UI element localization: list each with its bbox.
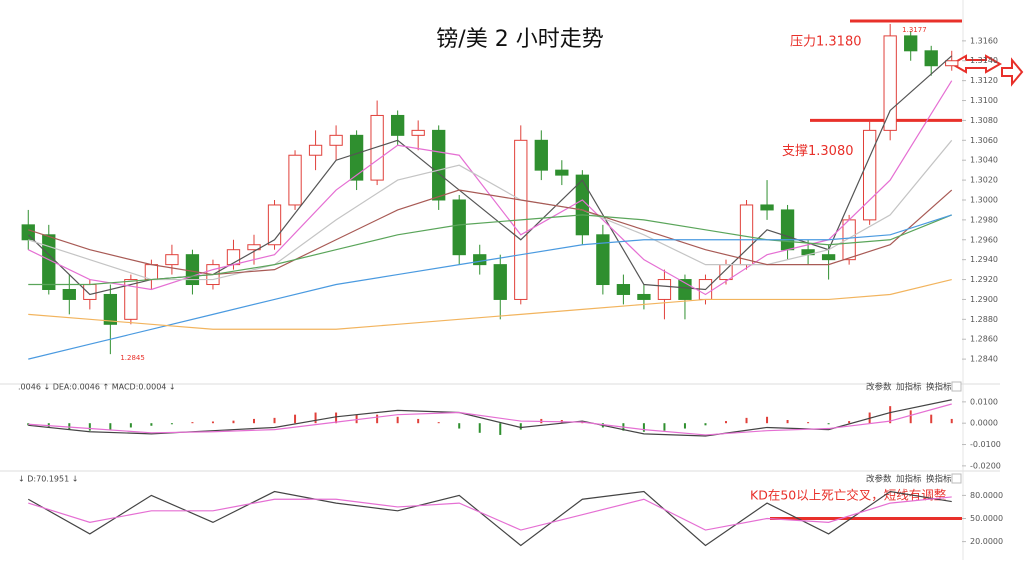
- candle-body: [945, 60, 959, 67]
- candle-body: [904, 35, 918, 52]
- panel-button[interactable]: 换指标: [926, 382, 952, 393]
- high-label: 1.3177: [902, 26, 927, 34]
- candle-body: [821, 254, 836, 261]
- candle-body: [862, 129, 877, 221]
- y-tick-label: 1.2880: [970, 315, 998, 324]
- line: [28, 399, 952, 437]
- candle-body: [144, 264, 159, 281]
- panel-header: .0046 ↓ DEA:0.0046 ↑ MACD:0.0004 ↓: [18, 383, 176, 392]
- panel-header: ↓ D:70.1951 ↓: [18, 475, 78, 484]
- line: [28, 496, 952, 531]
- panel-button[interactable]: 改参数: [866, 382, 892, 393]
- candle-body: [883, 35, 897, 131]
- line: [28, 139, 953, 281]
- y-tick-label: 1.3120: [970, 76, 998, 85]
- line: [28, 403, 952, 436]
- panel-button[interactable]: 加指标: [896, 382, 922, 393]
- y-tick-label: 1.3160: [970, 36, 998, 45]
- y-tick-label: 1.2840: [970, 355, 998, 364]
- candle-body: [21, 224, 35, 241]
- y-tick-label: 1.3140: [970, 56, 998, 65]
- y-tick-label: 1.3080: [970, 116, 998, 125]
- arrow-icon: [949, 54, 1003, 74]
- y-tick-label: 1.2860: [970, 335, 998, 344]
- candle-body: [329, 134, 343, 146]
- y-tick-label: 50.0000: [970, 514, 1003, 523]
- y-tick-label: 1.3020: [970, 176, 998, 185]
- candle-body: [780, 209, 795, 251]
- y-tick-label: 1.3040: [970, 156, 998, 165]
- candle-body: [288, 154, 302, 206]
- panel-button[interactable]: 改参数: [866, 474, 892, 485]
- candle-body: [165, 254, 179, 266]
- y-tick-label: 1.2980: [970, 215, 998, 224]
- candle-body: [62, 288, 76, 300]
- chart-title: 镑/美 2 小时走势: [436, 27, 603, 52]
- y-tick-label: 1.2940: [970, 255, 998, 264]
- y-tick-label: 1.2900: [970, 295, 998, 304]
- line: [28, 214, 952, 286]
- y-tick-label: 1.2960: [970, 235, 998, 244]
- candle-body: [267, 204, 282, 246]
- y-tick-label: -0.0200: [970, 461, 1001, 470]
- y-tick-label: 20.0000: [970, 537, 1003, 546]
- candle-body: [596, 234, 610, 286]
- candle-body: [534, 139, 548, 171]
- line: [28, 189, 953, 276]
- candle-body: [842, 219, 856, 261]
- y-tick-label: 1.3060: [970, 136, 998, 145]
- candle-body: [657, 279, 672, 300]
- panel-button[interactable]: 换指标: [926, 474, 952, 485]
- candle-body: [637, 293, 651, 300]
- panel-button[interactable]: 加指标: [896, 474, 922, 485]
- candle-body: [555, 169, 569, 176]
- candle-body: [390, 114, 405, 136]
- line: [28, 278, 952, 330]
- line: [27, 490, 952, 547]
- y-tick-label: 0.0100: [970, 397, 998, 406]
- close-button[interactable]: [951, 473, 962, 484]
- y-tick-label: -0.0100: [970, 440, 1001, 449]
- annotation: KD在50以上死亡交叉，短线有调整: [750, 488, 947, 503]
- candle-body: [411, 129, 425, 136]
- y-tick-label: 80.0000: [970, 491, 1003, 500]
- candle-body: [103, 293, 118, 325]
- candle-body: [83, 284, 97, 300]
- candle-body: [616, 284, 631, 295]
- low-label: 1.2845: [120, 354, 145, 362]
- candle-body: [452, 199, 466, 256]
- candle-body: [124, 279, 138, 320]
- candle-body: [349, 134, 364, 181]
- candle-body: [760, 204, 774, 211]
- candle-body: [575, 174, 590, 236]
- y-tick-label: 1.3000: [970, 195, 998, 204]
- candle-body: [924, 50, 938, 67]
- line: [28, 214, 952, 360]
- candle-body: [370, 114, 384, 181]
- y-tick-label: 0.0000: [970, 419, 998, 428]
- candle-body: [432, 129, 446, 201]
- candle-body: [308, 144, 323, 156]
- level-label: 压力1.3180: [790, 34, 862, 49]
- candle-body: [719, 264, 733, 281]
- candle-body: [739, 204, 754, 266]
- level-label: 支撑1.3080: [782, 144, 854, 159]
- close-button[interactable]: [951, 381, 962, 392]
- arrow-icon: [1001, 57, 1024, 87]
- candle-body: [493, 264, 507, 300]
- y-tick-label: 1.3100: [970, 96, 998, 105]
- y-tick-label: 1.2920: [970, 275, 998, 284]
- candle-body: [473, 254, 487, 266]
